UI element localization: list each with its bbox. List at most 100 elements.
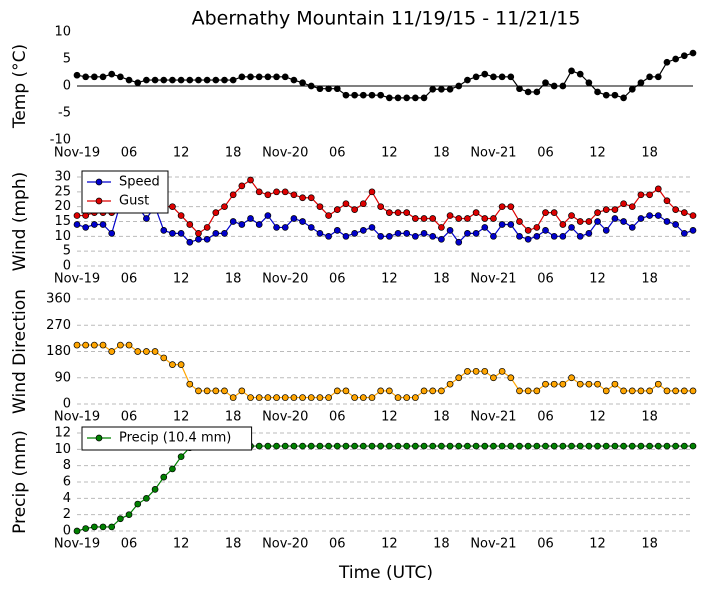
data-point xyxy=(255,442,263,450)
data-point xyxy=(412,215,419,222)
x-axis-label: Time (UTC) xyxy=(338,563,433,583)
data-point xyxy=(628,387,636,395)
data-point xyxy=(654,442,662,450)
data-point xyxy=(689,212,697,219)
y-axis-label: Precip (mm) xyxy=(10,430,30,534)
data-point xyxy=(472,442,480,450)
x-tick-label: 06 xyxy=(329,410,346,425)
x-tick-label: Nov-20 xyxy=(262,146,308,161)
data-point xyxy=(238,73,246,81)
y-tick-label: 5 xyxy=(63,52,71,67)
data-point xyxy=(385,209,393,216)
data-point xyxy=(628,85,636,93)
data-point xyxy=(125,511,133,519)
data-point xyxy=(455,82,463,90)
data-point xyxy=(568,212,575,219)
data-point xyxy=(507,442,515,450)
data-point xyxy=(73,212,81,219)
data-point xyxy=(351,394,358,401)
data-point xyxy=(108,230,116,237)
data-point xyxy=(377,91,385,99)
data-point xyxy=(91,73,98,81)
y-tick-label: 12 xyxy=(54,426,71,441)
y-tick-label: 20 xyxy=(54,199,71,214)
data-point xyxy=(99,523,107,531)
data-point xyxy=(568,374,575,382)
y-tick-label: 0 xyxy=(63,524,71,539)
data-point xyxy=(333,206,341,213)
data-point xyxy=(247,176,254,184)
x-tick-label: 12 xyxy=(173,272,190,287)
data-point xyxy=(117,73,124,81)
data-point xyxy=(680,230,688,237)
data-point xyxy=(672,387,679,395)
data-point xyxy=(611,380,619,388)
data-point xyxy=(602,387,610,395)
data-point xyxy=(394,442,402,450)
x-tick-label: Nov-21 xyxy=(470,537,516,552)
data-point xyxy=(420,230,428,237)
data-point xyxy=(385,94,393,102)
data-point xyxy=(368,224,376,231)
data-point xyxy=(637,191,645,199)
data-point xyxy=(620,200,627,208)
x-tick-label: 06 xyxy=(329,146,346,161)
data-point xyxy=(117,341,124,349)
data-point xyxy=(368,442,376,450)
data-point xyxy=(585,380,593,388)
data-point xyxy=(663,218,671,225)
x-tick-label: 06 xyxy=(537,146,554,161)
data-point xyxy=(264,212,272,219)
data-point xyxy=(420,387,428,395)
data-point xyxy=(498,367,506,375)
data-point xyxy=(620,387,627,395)
data-point xyxy=(281,442,289,450)
data-point xyxy=(377,203,385,211)
data-point xyxy=(689,442,697,450)
y-axis-label: Temp (°C) xyxy=(10,44,30,129)
x-tick-label: 18 xyxy=(433,537,450,552)
x-tick-label: 18 xyxy=(225,537,242,552)
data-point xyxy=(377,232,385,240)
data-point xyxy=(594,88,601,96)
data-point xyxy=(151,348,159,355)
data-point xyxy=(264,394,272,401)
data-point xyxy=(229,394,237,401)
data-point xyxy=(680,387,688,395)
data-point xyxy=(394,94,402,102)
data-point xyxy=(637,442,645,450)
data-point xyxy=(238,182,246,190)
data-point xyxy=(524,442,532,450)
data-point xyxy=(663,387,671,395)
data-point xyxy=(550,380,558,388)
data-point xyxy=(403,442,411,450)
data-point xyxy=(325,232,332,240)
data-point xyxy=(342,200,350,208)
data-point xyxy=(446,442,454,450)
data-point xyxy=(221,230,228,237)
data-point xyxy=(542,442,549,450)
data-point xyxy=(576,218,584,225)
data-point xyxy=(403,394,411,401)
x-tick-label: 12 xyxy=(589,410,606,425)
data-point xyxy=(559,232,567,240)
x-tick-label: Nov-19 xyxy=(54,272,100,287)
data-point xyxy=(455,442,463,450)
data-point xyxy=(594,218,601,225)
legend-label: Precip (10.4 mm) xyxy=(119,431,231,446)
data-point xyxy=(559,442,567,450)
data-point xyxy=(177,361,185,368)
data-point xyxy=(576,442,584,450)
data-point xyxy=(602,442,610,450)
data-point xyxy=(247,394,254,401)
data-point xyxy=(672,206,679,213)
data-point xyxy=(637,215,645,222)
data-point xyxy=(117,515,124,523)
legend-label: Gust xyxy=(119,194,149,209)
x-tick-label: 18 xyxy=(641,272,658,287)
data-point xyxy=(169,465,176,473)
data-point xyxy=(247,73,254,81)
data-point xyxy=(221,76,228,84)
data-point xyxy=(403,209,411,216)
data-point xyxy=(238,387,246,395)
